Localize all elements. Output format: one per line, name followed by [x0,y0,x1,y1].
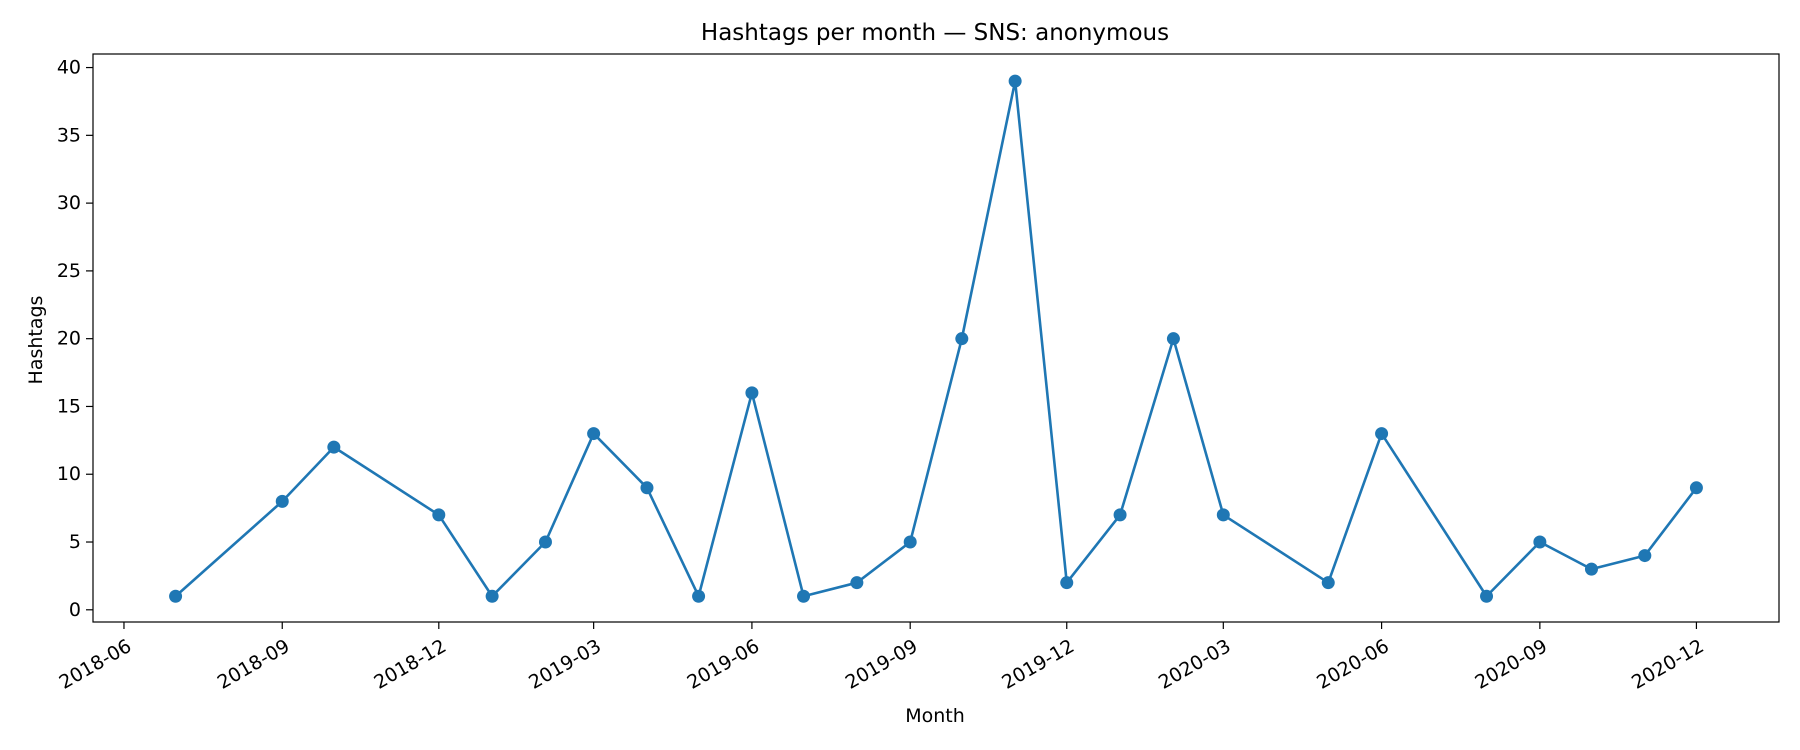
data-point [692,589,706,603]
data-point [327,440,341,454]
series-line [174,79,1698,598]
x-tick-label: 2018-09 [214,635,294,694]
y-tick-label: 10 [57,463,81,485]
data-point [745,386,759,400]
x-tick-label: 2019-09 [842,635,922,694]
x-tick-label: 2019-03 [525,635,605,694]
data-point [1060,576,1074,590]
data-point [850,576,864,590]
data-point [1321,576,1335,590]
series-group [169,74,1703,603]
data-point [1689,481,1703,495]
x-tick-label: 2018-12 [370,635,450,694]
y-axis-title: Hashtags [25,296,47,385]
x-tick-label: 2018-06 [56,635,136,694]
data-point [1480,589,1494,603]
y-tick-label: 35 [57,124,81,146]
data-point [1375,427,1389,441]
x-tick-label: 2020-12 [1628,635,1708,694]
chart-title: Hashtags per month — SNS: anonymous [701,20,1169,46]
y-tick-label: 40 [57,57,81,79]
data-point [1166,332,1180,346]
y-tick-label: 5 [69,531,81,553]
data-point [538,535,552,549]
data-point [1008,74,1022,88]
data-point [955,332,969,346]
plot-area [92,53,1780,623]
x-tick-label: 2019-06 [683,635,763,694]
y-tick-label: 25 [57,260,81,282]
y-tick-label: 15 [57,395,81,417]
x-tick-label: 2020-06 [1313,635,1393,694]
data-point [1113,508,1127,522]
y-tick-label: 30 [57,192,81,214]
x-tick-label: 2020-09 [1471,635,1551,694]
data-point [797,589,811,603]
plot-frame [92,53,1780,623]
y-tick-label: 0 [69,599,81,621]
data-point [169,589,183,603]
data-point [1216,508,1230,522]
data-point [485,589,499,603]
x-axis: 2018-06 2018-09 2018-12 2019-03 2019-06 2019-… [56,622,1708,694]
data-point [275,494,289,508]
data-point [903,535,917,549]
data-point [1584,562,1598,576]
x-axis-title: Month [905,705,965,727]
y-axis: 0 5 10 15 20 25 30 35 40 [57,57,93,621]
y-tick-label: 20 [57,328,81,350]
data-point [1638,549,1652,563]
x-tick-label: 2020-03 [1155,635,1235,694]
data-point [432,508,446,522]
data-point [640,481,654,495]
data-point [1533,535,1547,549]
data-point [587,427,601,441]
x-tick-label: 2019-12 [998,635,1078,694]
